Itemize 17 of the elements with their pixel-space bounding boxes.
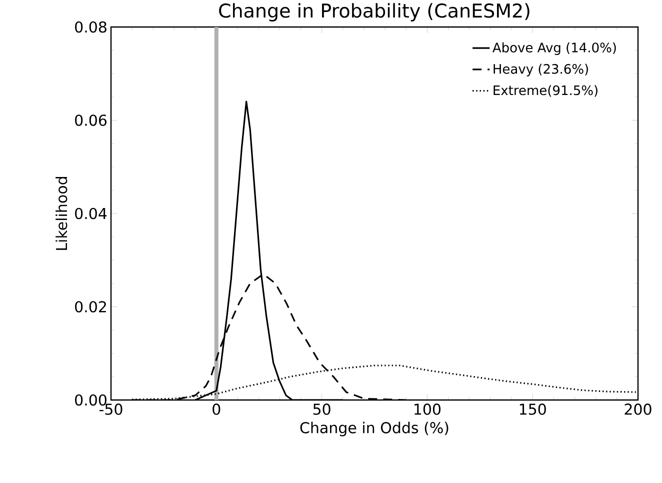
legend-label: Heavy (23.6%) — [494, 64, 588, 76]
y-tick-label: 0.06 — [75, 114, 107, 126]
x-tick-label: 200 — [624, 404, 652, 415]
x-axis-title: Change in Odds (%) — [300, 422, 448, 436]
y-tick-label: 0.08 — [75, 21, 106, 33]
legend-label: Extreme(91.5%) — [494, 85, 598, 97]
x-tick-label: 100 — [414, 404, 441, 415]
x-tick-label: 150 — [520, 404, 546, 415]
x-tick-label: -50 — [99, 404, 122, 415]
y-tick-label: 0.02 — [75, 301, 106, 312]
y-tick-label: 0.04 — [75, 208, 107, 220]
y-axis-title: Likelihood — [56, 177, 68, 250]
x-tick-label: 0 — [212, 404, 220, 415]
x-tick-label: 50 — [313, 404, 330, 415]
chart-title: Change in Probability (CanESM2) — [219, 3, 530, 22]
y-tick-label: 0.00 — [75, 394, 106, 406]
legend-label: Above Avg (14.0%) — [492, 42, 616, 55]
